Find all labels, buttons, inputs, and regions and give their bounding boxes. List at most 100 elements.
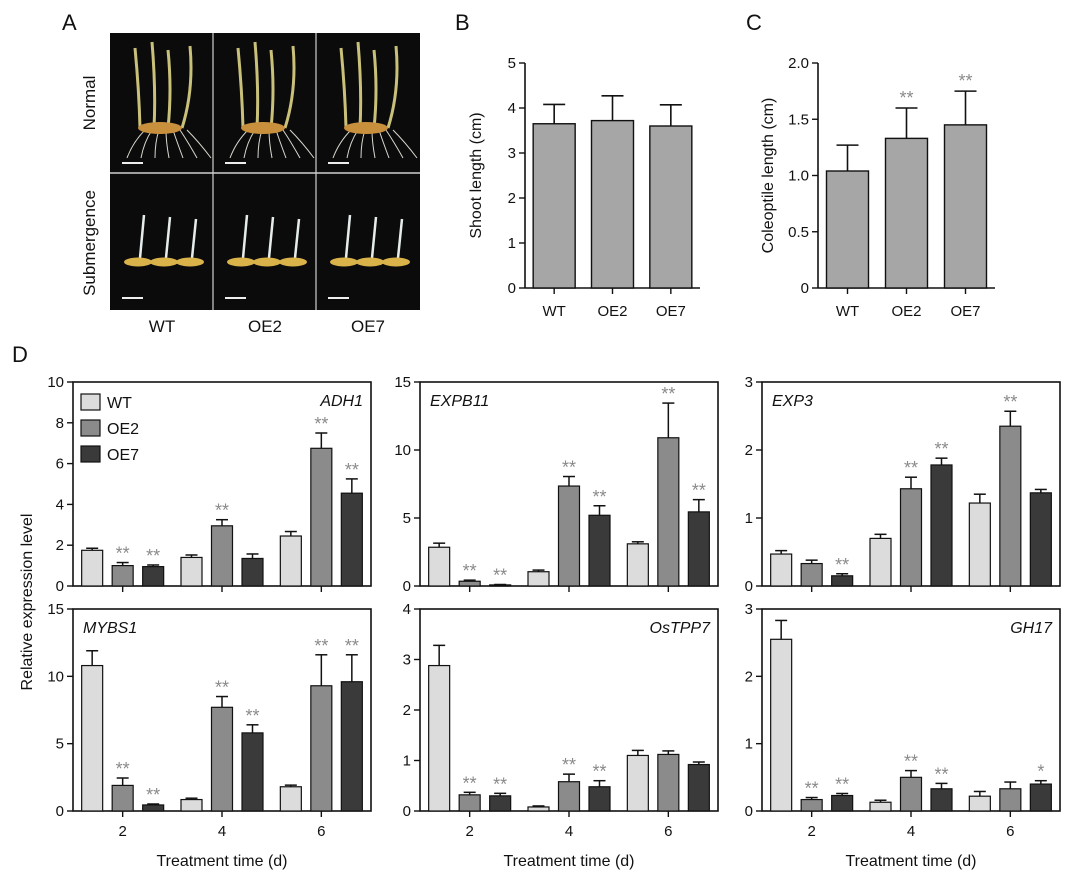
bar-oe2-day4 (899, 776, 923, 812)
y-tick-label: 2.0 (788, 55, 809, 72)
coleoptile (267, 216, 275, 259)
seedling-root (385, 129, 404, 159)
significance-mark: ** (463, 773, 477, 793)
significance-mark: ** (215, 678, 229, 698)
seed (382, 257, 410, 267)
y-tick-label: 15 (394, 374, 411, 391)
bar-oe7-day4 (588, 786, 611, 812)
gene-title: OsTPP7 (650, 620, 712, 637)
bar-wt (532, 123, 576, 289)
gene-title: ADH1 (319, 393, 363, 410)
bar-oe2 (590, 119, 635, 289)
y-tick-label: 15 (47, 601, 64, 618)
bar-oe2-day4 (210, 525, 234, 587)
y-tick-label: 5 (508, 55, 516, 72)
y-tick-label: 1 (745, 510, 753, 527)
bar-oe7 (943, 124, 988, 289)
seedling-shoot (386, 45, 399, 129)
bar-oe2-day4 (557, 485, 581, 587)
x-tick-label: WT (836, 303, 859, 320)
significance-mark: ** (493, 774, 507, 794)
x-tick-label: OE7 (950, 303, 980, 320)
y-tick-label: 4 (403, 601, 411, 618)
x-tick-label: 6 (1006, 823, 1014, 840)
y-tick-label: 0 (56, 578, 64, 595)
panel-letter-a: A (62, 10, 77, 35)
x-tick-label: OE2 (891, 303, 921, 320)
bar-oe7-day2 (831, 575, 854, 587)
bar-oe2 (884, 137, 929, 289)
seed (227, 257, 255, 267)
y-tick-label: 2 (745, 668, 753, 685)
chart-d-gh17: 0 1 2 3 ** ** 2 ** ** 4 * 6 GH17 Treatment time (d) (745, 601, 1061, 870)
seedling-shoot (253, 41, 260, 129)
significance-mark: ** (592, 762, 606, 782)
y-tick-label: 10 (394, 442, 411, 459)
significance-mark: ** (562, 755, 576, 775)
bar-oe7-day2 (489, 795, 512, 812)
row-label-normal: Normal (80, 76, 99, 131)
col-label-wt: WT (149, 317, 175, 336)
x-tick-label: OE7 (656, 303, 686, 320)
bar-oe2-day6 (999, 425, 1022, 587)
bar-wt (825, 170, 870, 289)
panel-letter-b: B (455, 10, 470, 35)
x-tick-label: OE2 (597, 303, 627, 320)
significance-mark: ** (345, 636, 359, 656)
y-tick-label: 1 (745, 736, 753, 753)
bar-oe7-day6 (340, 681, 363, 812)
x-tick-label: 4 (565, 823, 573, 840)
y-tick-label: 0 (56, 803, 64, 820)
y-tick-label: 2 (56, 537, 64, 554)
x-tick-label: 2 (118, 823, 126, 840)
col-label-oe7: OE7 (351, 317, 385, 336)
legend-swatch-oe2 (80, 419, 101, 437)
y-tick-label: 1 (508, 235, 516, 252)
bar-oe7-day4 (588, 514, 611, 587)
bar-wt-day4 (869, 537, 892, 587)
x-tick-label: 4 (907, 823, 915, 840)
chart-d-exp3: 0 1 2 3 ** ** ** ** EXP3 (745, 374, 1061, 595)
bar-oe7-day6 (1029, 783, 1052, 812)
significance-mark: ** (835, 774, 849, 794)
coleoptile (138, 214, 146, 259)
bar-wt-day4 (869, 801, 892, 812)
seed-cluster (344, 122, 388, 134)
bar-wt-day4 (527, 806, 550, 812)
bar-oe2-day2 (111, 564, 134, 587)
significance-mark: ** (493, 566, 507, 586)
bar-oe7-day4 (241, 557, 264, 587)
seedling-shoot (236, 47, 245, 129)
bar-wt-day2 (770, 638, 793, 812)
chart-b: 0 1 2 3 4 5 Shoot length (cm) WT OE2 OE7 (468, 55, 700, 320)
bar-oe7-day4 (930, 464, 953, 587)
chart-d-mybs1: 0 5 10 15 ** ** 2 ** ** 4 ** ** 6 MYBS1 Treatment time… (47, 601, 372, 870)
y-tick-label: 0 (403, 578, 411, 595)
chart-d-adh1: 0 2 4 6 8 10 ** ** ** ** ** ADH1 WT OE2 OE7 (47, 374, 372, 595)
significance-mark: ** (314, 636, 328, 656)
y-tick-label: 8 (56, 415, 64, 432)
bar-oe7-day2 (142, 804, 165, 812)
x-tick-label: WT (543, 303, 566, 320)
significance-mark: ** (1003, 392, 1017, 412)
gene-title: EXP3 (772, 393, 813, 410)
y-tick-label: 3 (745, 601, 753, 618)
coleoptile (293, 218, 301, 259)
chart-d-expb11: 0 5 10 15 ** ** ** ** ** ** EXPB11 (394, 374, 719, 595)
bar-wt-day2 (81, 549, 104, 587)
bar-wt-day4 (527, 571, 550, 587)
bar-wt-day2 (770, 553, 793, 587)
seedling-shoot (180, 45, 193, 129)
seed (124, 257, 152, 267)
seedling-drawings (122, 41, 418, 299)
coleoptile (396, 218, 404, 259)
significance-mark: ** (934, 439, 948, 459)
bar-wt-day2 (428, 664, 451, 812)
y-tick-label: 4 (508, 100, 516, 117)
bar-oe7-day2 (831, 794, 854, 812)
significance-mark: ** (805, 779, 819, 799)
x-axis-label: Treatment time (d) (157, 853, 288, 870)
y-axis-label: Coleoptile length (cm) (760, 98, 777, 254)
charts-layer: 0 1 2 3 4 5 Shoot length (cm) WT OE2 OE7 0 0.5 1.0 1.… (47, 55, 1061, 870)
